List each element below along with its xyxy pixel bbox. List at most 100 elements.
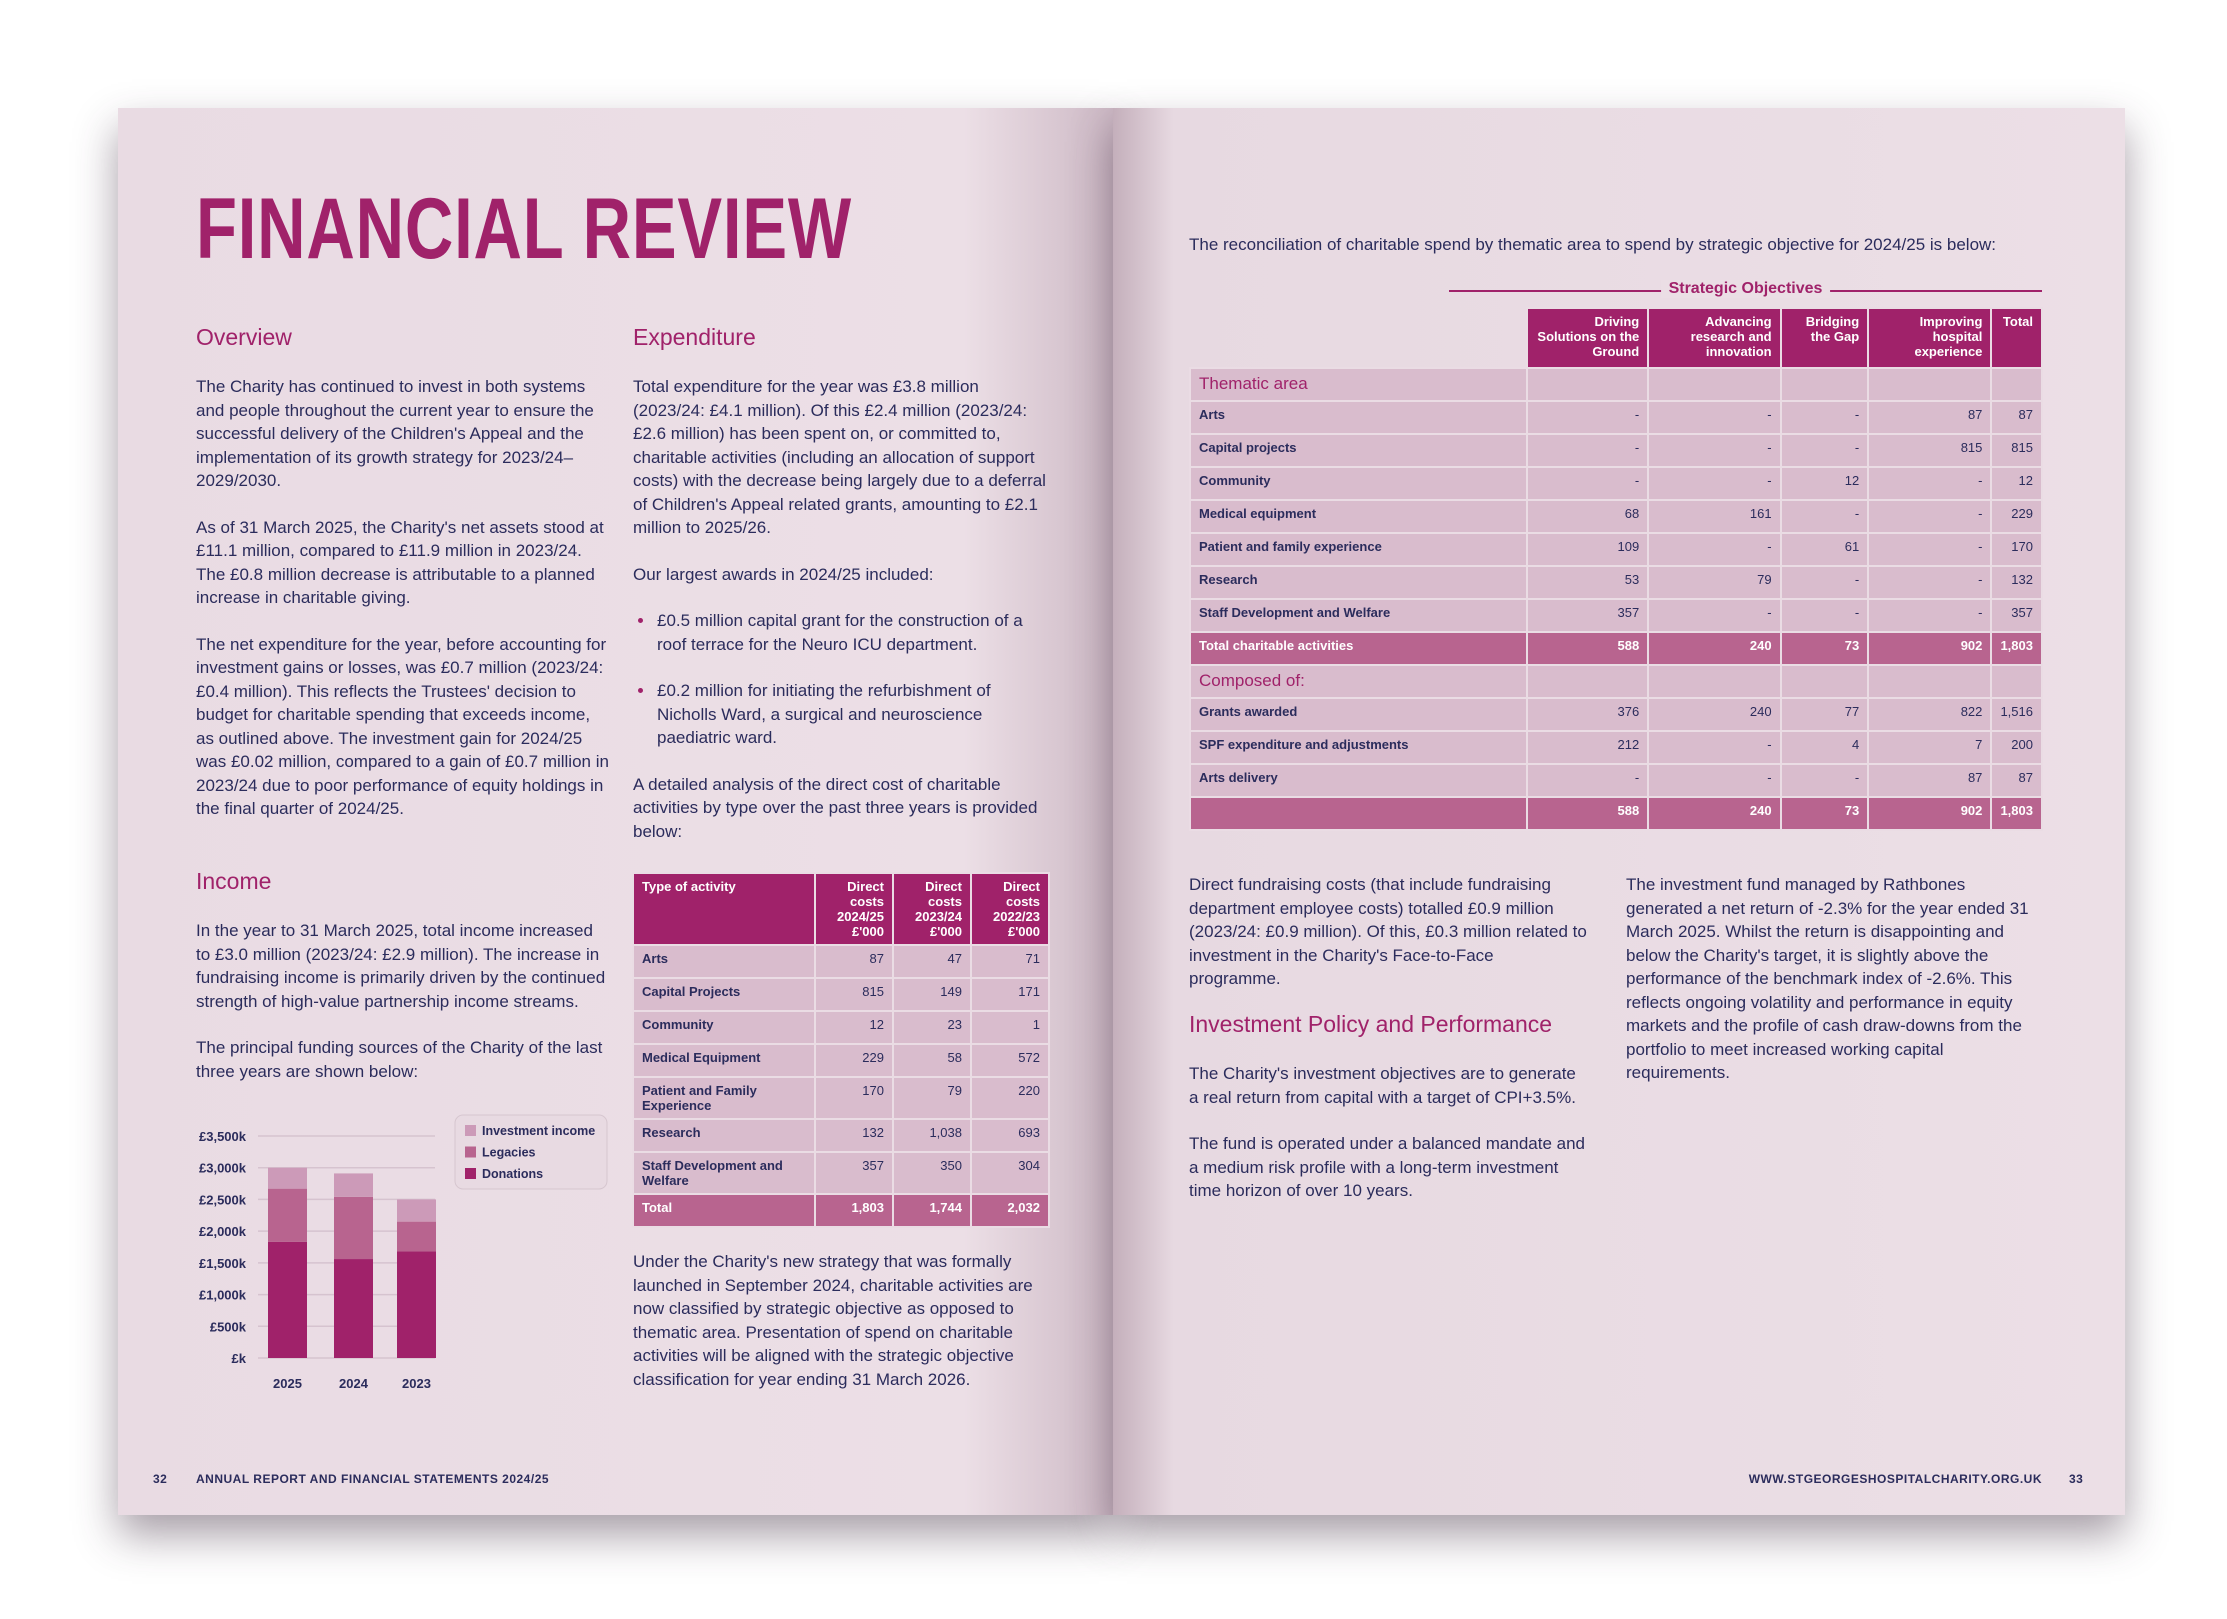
bar-segment-investment-income bbox=[334, 1173, 373, 1197]
fundraising-paragraph: Direct fundraising costs (that include f… bbox=[1189, 875, 1587, 988]
bar-segment-legacies bbox=[334, 1196, 373, 1260]
y-tick-label: £3,500k bbox=[199, 1129, 247, 1144]
table-cell: 87 bbox=[814, 944, 894, 979]
table-cell: 240 bbox=[1647, 631, 1782, 666]
table-cell: 7 bbox=[1867, 730, 1993, 765]
table-cell bbox=[1779, 664, 1870, 699]
table-cell bbox=[1647, 664, 1782, 699]
row-label: Grants awarded bbox=[1189, 697, 1528, 732]
table-cell: 77 bbox=[1779, 697, 1870, 732]
table-cell: 304 bbox=[970, 1151, 1050, 1195]
y-tick-label: £1,000k bbox=[199, 1288, 247, 1303]
column-header: Advancing research and innovation bbox=[1647, 307, 1782, 369]
table-cell bbox=[1990, 367, 2043, 402]
table-cell: 53 bbox=[1525, 565, 1650, 600]
table-row: SPF expenditure and adjustments 212-4 7 200 bbox=[1189, 730, 2043, 765]
investment-text: The Charity's investment objectives are … bbox=[1189, 1062, 1589, 1226]
table-cell bbox=[1990, 664, 2043, 699]
table-cell: 1,803 bbox=[814, 1193, 894, 1228]
table-cell: - bbox=[1525, 763, 1650, 798]
table-cell: 229 bbox=[1990, 499, 2043, 534]
table-cell: 109 bbox=[1525, 532, 1650, 567]
table-cell: 171 bbox=[970, 977, 1050, 1012]
table-cell bbox=[1779, 367, 1870, 402]
table-cell: - bbox=[1779, 433, 1870, 468]
table-cell: 12 bbox=[814, 1010, 894, 1045]
table-cell: 4 bbox=[1779, 730, 1870, 765]
table-cell: 12 bbox=[1990, 466, 2043, 501]
y-tick-label: £k bbox=[232, 1351, 247, 1366]
legend-swatch bbox=[465, 1125, 476, 1136]
table-cell: - bbox=[1647, 466, 1782, 501]
group-label: Strategic Objectives bbox=[1660, 280, 1831, 298]
bar-segment-donations bbox=[397, 1251, 436, 1358]
table-cell: - bbox=[1867, 598, 1993, 633]
table-cell bbox=[1867, 664, 1993, 699]
overview-heading: Overview bbox=[196, 324, 292, 350]
table-row: Patient and family experience 109-61-170 bbox=[1189, 532, 2043, 567]
table-cell: 693 bbox=[970, 1118, 1050, 1153]
expenditure-text: Total expenditure for the year was £3.8 … bbox=[633, 375, 1048, 866]
y-tick-label: £1,500k bbox=[199, 1256, 247, 1271]
table-row: Arts 87 47 71 bbox=[632, 944, 1050, 979]
table-cell bbox=[1525, 367, 1650, 402]
table-cell: 1,516 bbox=[1990, 697, 2043, 732]
column-header: Direct costs 2022/23 £'000 bbox=[970, 872, 1050, 946]
table-cell: 149 bbox=[892, 977, 972, 1012]
y-tick-label: £500k bbox=[210, 1319, 247, 1334]
table-cell: 822 bbox=[1867, 697, 1993, 732]
legend-label: Legacies bbox=[482, 1146, 536, 1160]
footer-url[interactable]: WWW.STGEORGESHOSPITALCHARITY.ORG.UK bbox=[1748, 1472, 2042, 1486]
paragraph: The net expenditure for the year, before… bbox=[196, 634, 609, 819]
table-cell: 1,803 bbox=[1990, 796, 2043, 831]
income-text: In the year to 31 March 2025, total inco… bbox=[196, 919, 611, 1106]
list-item: £0.5 million capital grant for the const… bbox=[655, 609, 1048, 656]
table-cell: - bbox=[1779, 565, 1870, 600]
page-title: FINANCIAL REVIEW bbox=[196, 181, 852, 277]
table-cell: Patient and Family Experience bbox=[632, 1076, 816, 1120]
table-cell: 170 bbox=[814, 1076, 894, 1120]
y-tick-label: £2,500k bbox=[199, 1192, 247, 1207]
table-cell: 161 bbox=[1647, 499, 1782, 534]
table-row: Grants awarded 376 240 77 822 1,516 bbox=[1189, 697, 2043, 732]
table-cell: 87 bbox=[1867, 400, 1993, 435]
table-row: 588 240 73 902 1,803 bbox=[1189, 796, 2043, 831]
page-number-right: 33 bbox=[2069, 1472, 2084, 1486]
row-label: Arts bbox=[1189, 400, 1528, 435]
table-cell: 902 bbox=[1867, 631, 1993, 666]
table-cell: 588 bbox=[1525, 631, 1650, 666]
column-header: Direct costs 2024/25 £'000 bbox=[814, 872, 894, 946]
row-label: Research bbox=[1189, 565, 1528, 600]
table-cell: 2,032 bbox=[970, 1193, 1050, 1228]
table-cell: - bbox=[1867, 466, 1993, 501]
table-row: Capital Projects 815 149 171 bbox=[632, 977, 1050, 1012]
investment-heading: Investment Policy and Performance bbox=[1189, 1011, 1553, 1037]
table-cell: 572 bbox=[970, 1043, 1050, 1078]
paragraph: Our largest awards in 2024/25 included: bbox=[633, 564, 934, 584]
table-cell: - bbox=[1647, 532, 1782, 567]
paragraph: In the year to 31 March 2025, total inco… bbox=[196, 921, 606, 1011]
table-cell: 220 bbox=[970, 1076, 1050, 1120]
table-cell: 87 bbox=[1990, 763, 2043, 798]
x-tick-label: 2025 bbox=[273, 1376, 302, 1391]
awards-list: £0.5 million capital grant for the const… bbox=[633, 609, 1048, 750]
table-row: Thematic area bbox=[1189, 367, 2043, 402]
bar-segment-donations bbox=[334, 1259, 373, 1358]
strategy-paragraph: Under the Charity's new strategy that wa… bbox=[633, 1252, 1033, 1389]
table-cell: - bbox=[1525, 433, 1650, 468]
bar-segment-legacies bbox=[397, 1221, 436, 1252]
y-tick-label: £3,000k bbox=[199, 1161, 247, 1176]
table-cell: - bbox=[1779, 499, 1870, 534]
table-cell: 588 bbox=[1525, 796, 1650, 831]
table-cell: 376 bbox=[1525, 697, 1650, 732]
table-cell: 87 bbox=[1990, 400, 2043, 435]
paragraph: A detailed analysis of the direct cost o… bbox=[633, 774, 1038, 841]
row-label: Thematic area bbox=[1189, 367, 1528, 402]
empty-header bbox=[1190, 308, 1527, 368]
paragraph: The Charity's investment objectives are … bbox=[1189, 1064, 1576, 1107]
total-row: Total 1,803 1,744 2,032 bbox=[632, 1193, 1050, 1228]
table-cell: - bbox=[1525, 466, 1650, 501]
table-cell: Medical Equipment bbox=[632, 1043, 816, 1078]
table-cell: 73 bbox=[1779, 796, 1870, 831]
legend-label: Donations bbox=[482, 1167, 543, 1181]
